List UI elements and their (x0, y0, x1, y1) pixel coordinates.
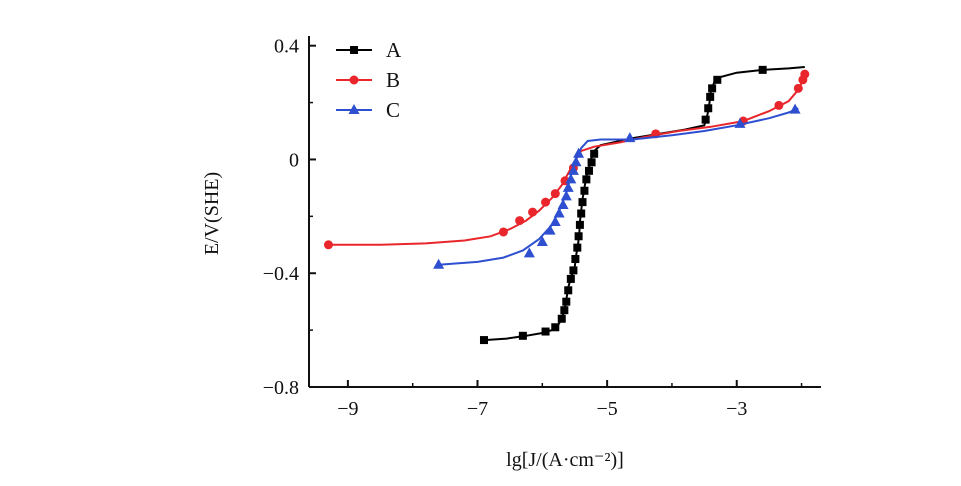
series-a-point (569, 266, 578, 275)
series-c-point (573, 147, 585, 158)
series-c-point (536, 235, 548, 246)
legend-label-b: B (386, 68, 400, 92)
series-a-point (551, 323, 560, 332)
series-a-point (562, 297, 571, 306)
series-a-point (541, 327, 550, 336)
series-c (433, 103, 801, 269)
series-c-point (570, 156, 582, 167)
chart-legend: ABC (336, 38, 402, 122)
x-tick-label: −7 (467, 398, 488, 420)
series-b (323, 69, 810, 250)
legend-item-c: C (336, 98, 400, 122)
series-c-point (557, 198, 569, 209)
series-a-point (578, 198, 587, 207)
y-axis-title: E/V(SHE) (201, 172, 223, 255)
series-c-point (562, 181, 574, 192)
chart-titles: lg[J/(A·cm⁻²)] E/V(SHE) (201, 172, 624, 471)
series-b-point (541, 197, 551, 207)
series-c-point (565, 173, 577, 184)
legend-item-b: B (336, 68, 400, 92)
series-b-point (774, 100, 784, 110)
series-a-point (708, 84, 717, 93)
series-c-point (549, 216, 561, 227)
x-tick-label: −3 (726, 398, 747, 420)
x-axis-title: lg[J/(A·cm⁻²)] (506, 449, 624, 471)
series-a-point (564, 286, 573, 295)
series-a-line (483, 66, 805, 342)
series-c-line (438, 107, 799, 266)
legend-label-c: C (386, 98, 400, 122)
series-a-point (566, 274, 575, 283)
series-c-point (553, 207, 565, 218)
legend-marker-c (348, 104, 360, 114)
series-a-point (479, 336, 488, 345)
series-c-point (624, 132, 636, 143)
y-tick-label: −0.8 (263, 377, 299, 399)
x-tick-label: −5 (596, 398, 617, 420)
series-a-point (706, 92, 715, 101)
series-a-point (518, 331, 527, 340)
series-a-point (577, 209, 586, 218)
series-b-point (323, 240, 333, 250)
series-c-point (789, 103, 801, 114)
series-a-point (582, 175, 591, 184)
series-b-point (528, 207, 538, 217)
y-tick-label: 0.4 (274, 36, 299, 58)
series-b-point (800, 69, 810, 79)
series-c-point (523, 247, 535, 258)
series-a-point (758, 65, 767, 74)
legend-marker-b (349, 75, 359, 85)
x-tick-label: −9 (337, 398, 358, 420)
series-a-point (580, 186, 589, 195)
series-a-point (584, 166, 593, 175)
chart-ticks: 0.4 0 −0.4 −0.8 −9 −7 −5 −3 (263, 36, 803, 420)
legend-item-a: A (336, 38, 402, 62)
series-a-point (573, 243, 582, 252)
series-c-point (567, 164, 579, 175)
chart-axes (308, 36, 821, 388)
series-c-point (433, 258, 445, 269)
chart-series (323, 65, 810, 345)
series-a-point (575, 220, 584, 229)
series-a-point (701, 115, 710, 124)
series-b-point (498, 227, 508, 237)
series-c-point (560, 190, 572, 201)
series-a-point (590, 149, 599, 158)
series-a (479, 65, 805, 345)
series-a-point (557, 314, 566, 323)
y-tick-label: −0.4 (263, 263, 299, 285)
series-c-point (734, 117, 746, 128)
series-a-point (571, 255, 580, 264)
series-a-point (560, 306, 569, 315)
series-b-point (550, 189, 560, 199)
legend-marker-a (350, 46, 358, 54)
series-a-point (713, 75, 722, 84)
series-b-point (793, 83, 803, 93)
series-a-point (574, 232, 583, 241)
series-a-point (704, 104, 713, 113)
series-b-point (515, 216, 525, 226)
y-tick-label: 0 (289, 149, 299, 171)
series-a-point (587, 158, 596, 167)
legend-label-a: A (386, 38, 402, 62)
series-c-point (544, 224, 556, 235)
